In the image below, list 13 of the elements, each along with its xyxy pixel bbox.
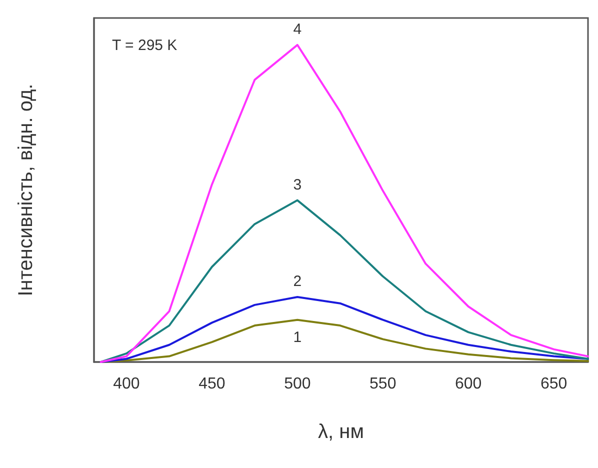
x-tick-label: 600 xyxy=(454,376,482,392)
series-label: 3 xyxy=(293,176,302,194)
x-tick-label: 500 xyxy=(284,376,311,392)
series-label: 2 xyxy=(293,273,302,290)
y-axis-title: Інтенсивність, відн. од. xyxy=(15,84,37,296)
series-label: 1 xyxy=(293,328,302,346)
x-tick-label: 400 xyxy=(113,376,140,392)
x-tick-label: 650 xyxy=(540,376,568,392)
series-label: 4 xyxy=(293,20,302,38)
x-tick-label: 550 xyxy=(370,376,396,392)
annotation: T = 295 K xyxy=(112,37,178,54)
x-axis-title: λ, нм xyxy=(318,421,364,443)
x-tick-label: 450 xyxy=(198,376,226,392)
